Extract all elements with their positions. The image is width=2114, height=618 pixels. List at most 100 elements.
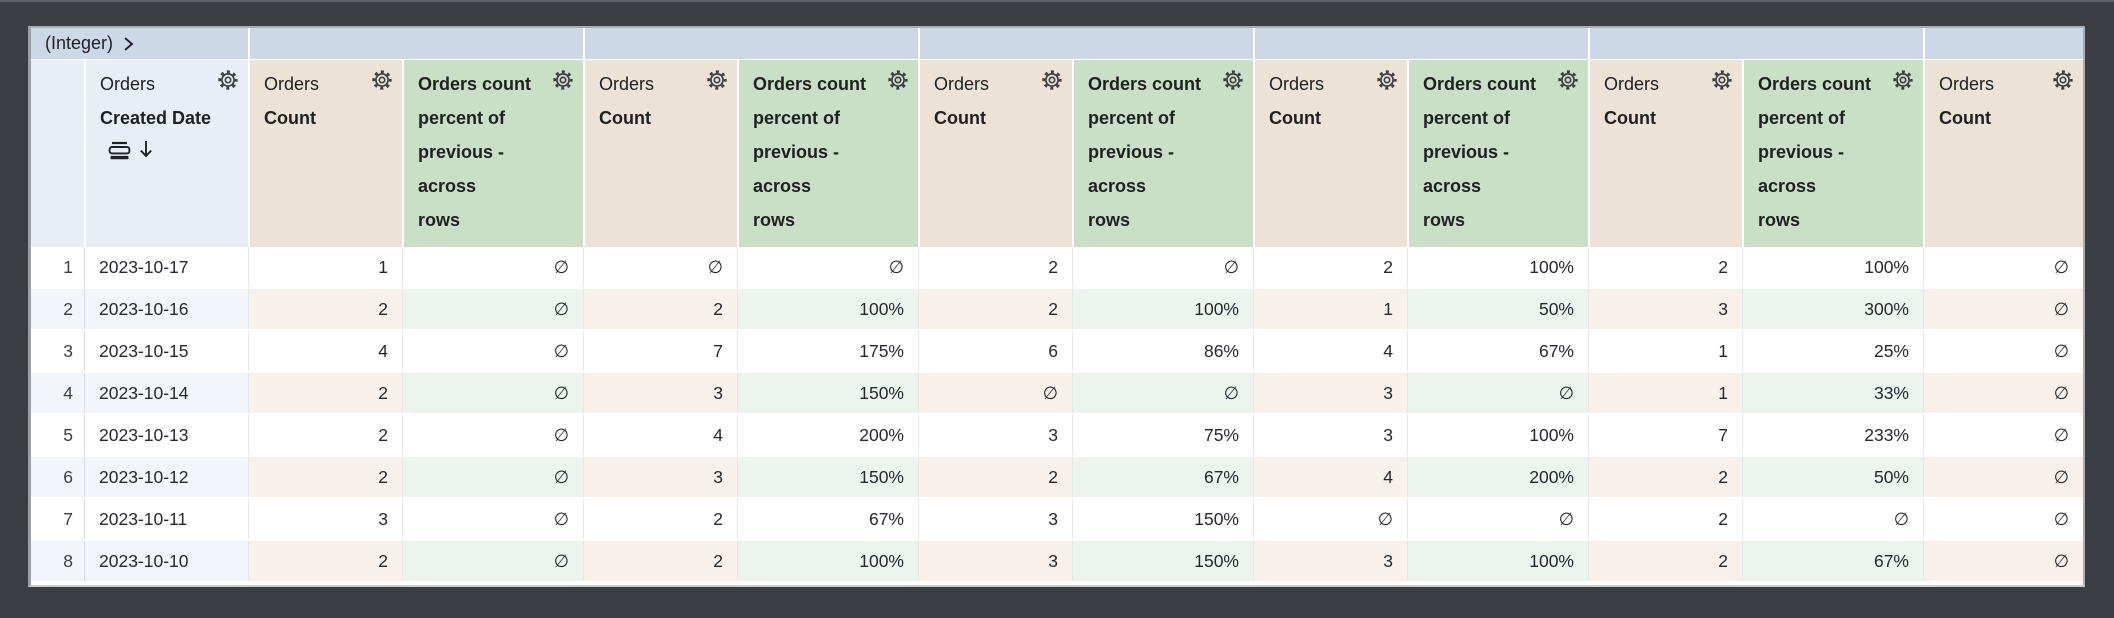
date-cell[interactable]: 2023-10-11 xyxy=(84,499,248,539)
value-cell[interactable]: 1 xyxy=(1588,331,1742,371)
gear-icon[interactable] xyxy=(1222,69,1244,91)
value-cell[interactable]: 3 xyxy=(918,541,1072,581)
value-cell[interactable]: 4 xyxy=(583,415,737,455)
value-cell[interactable]: 3 xyxy=(248,499,402,539)
value-cell[interactable]: ∅ xyxy=(1923,499,2083,539)
value-cell[interactable]: 2 xyxy=(1588,247,1742,287)
value-cell[interactable]: ∅ xyxy=(1923,247,2083,287)
value-cell[interactable]: 33% xyxy=(1742,373,1923,413)
value-cell[interactable]: ∅ xyxy=(1923,415,2083,455)
value-cell[interactable]: 2 xyxy=(248,289,402,329)
value-cell[interactable]: 2 xyxy=(1588,499,1742,539)
value-cell[interactable]: 3 xyxy=(1253,373,1407,413)
value-cell[interactable]: 50% xyxy=(1742,457,1923,497)
value-cell[interactable]: ∅ xyxy=(402,541,583,581)
value-cell[interactable]: 4 xyxy=(1253,331,1407,371)
date-cell[interactable]: 2023-10-10 xyxy=(84,541,248,581)
value-cell[interactable]: 1 xyxy=(248,247,402,287)
value-cell[interactable]: ∅ xyxy=(402,499,583,539)
value-cell[interactable]: 7 xyxy=(583,331,737,371)
value-cell[interactable]: ∅ xyxy=(1923,331,2083,371)
value-cell[interactable]: 150% xyxy=(737,457,918,497)
value-cell[interactable]: 150% xyxy=(737,373,918,413)
value-cell[interactable]: 150% xyxy=(1072,541,1253,581)
gear-icon[interactable] xyxy=(2052,69,2074,91)
column-header-percent-of-previous[interactable]: Orders count percent of previous - across ro… xyxy=(737,60,918,247)
value-cell[interactable]: 67% xyxy=(1407,331,1588,371)
chevron-right-icon[interactable] xyxy=(121,33,136,55)
gear-icon[interactable] xyxy=(887,69,909,91)
column-header-percent-of-previous[interactable]: Orders count percent of previous - across ro… xyxy=(1407,60,1588,247)
value-cell[interactable]: 1 xyxy=(1588,373,1742,413)
value-cell[interactable]: 100% xyxy=(737,541,918,581)
value-cell[interactable]: 4 xyxy=(248,331,402,371)
value-cell[interactable]: 2 xyxy=(583,499,737,539)
value-cell[interactable]: 3 xyxy=(1253,541,1407,581)
date-cell[interactable]: 2023-10-12 xyxy=(84,457,248,497)
value-cell[interactable]: ∅ xyxy=(402,331,583,371)
value-cell[interactable]: ∅ xyxy=(1923,289,2083,329)
date-cell[interactable]: 2023-10-17 xyxy=(84,247,248,287)
value-cell[interactable]: 7 xyxy=(1588,415,1742,455)
value-cell[interactable]: 67% xyxy=(1742,541,1923,581)
value-cell[interactable]: ∅ xyxy=(1072,373,1253,413)
date-cell[interactable]: 2023-10-14 xyxy=(84,373,248,413)
column-header-orders-count[interactable]: Orders Count xyxy=(1588,60,1742,247)
gear-icon[interactable] xyxy=(552,69,574,91)
value-cell[interactable]: 3 xyxy=(583,373,737,413)
value-cell[interactable]: 2 xyxy=(583,541,737,581)
value-cell[interactable]: 25% xyxy=(1742,331,1923,371)
value-cell[interactable]: 50% xyxy=(1407,289,1588,329)
value-cell[interactable]: ∅ xyxy=(1407,373,1588,413)
value-cell[interactable]: 100% xyxy=(737,289,918,329)
value-cell[interactable]: 200% xyxy=(737,415,918,455)
value-cell[interactable]: 86% xyxy=(1072,331,1253,371)
pivot-field-header[interactable]: (Integer) xyxy=(31,28,248,59)
value-cell[interactable]: 100% xyxy=(1407,247,1588,287)
value-cell[interactable]: 100% xyxy=(1742,247,1923,287)
value-cell[interactable]: 4 xyxy=(1253,457,1407,497)
value-cell[interactable]: 2 xyxy=(1253,247,1407,287)
value-cell[interactable]: 100% xyxy=(1407,415,1588,455)
value-cell[interactable]: 2 xyxy=(248,457,402,497)
value-cell[interactable]: 2 xyxy=(248,373,402,413)
value-cell[interactable]: ∅ xyxy=(1923,541,2083,581)
value-cell[interactable]: 3 xyxy=(1253,415,1407,455)
value-cell[interactable]: 100% xyxy=(1072,289,1253,329)
value-cell[interactable]: 300% xyxy=(1742,289,1923,329)
date-cell[interactable]: 2023-10-15 xyxy=(84,331,248,371)
value-cell[interactable]: ∅ xyxy=(918,373,1072,413)
value-cell[interactable]: ∅ xyxy=(402,289,583,329)
date-cell[interactable]: 2023-10-16 xyxy=(84,289,248,329)
value-cell[interactable]: 3 xyxy=(1588,289,1742,329)
value-cell[interactable]: 2 xyxy=(248,541,402,581)
value-cell[interactable]: 2 xyxy=(583,289,737,329)
date-cell[interactable]: 2023-10-13 xyxy=(84,415,248,455)
value-cell[interactable]: ∅ xyxy=(1742,499,1923,539)
gear-icon[interactable] xyxy=(371,69,393,91)
value-cell[interactable]: 3 xyxy=(918,415,1072,455)
column-header-orders-count[interactable]: Orders Count xyxy=(918,60,1072,247)
value-cell[interactable]: ∅ xyxy=(402,415,583,455)
gear-icon[interactable] xyxy=(1557,69,1579,91)
value-cell[interactable]: ∅ xyxy=(1923,373,2083,413)
value-cell[interactable]: 67% xyxy=(737,499,918,539)
value-cell[interactable]: ∅ xyxy=(1253,499,1407,539)
value-cell[interactable]: 2 xyxy=(1588,457,1742,497)
column-header-percent-of-previous[interactable]: Orders count percent of previous - across ro… xyxy=(1072,60,1253,247)
column-header-orders-count[interactable]: Orders Count xyxy=(1923,60,2083,247)
value-cell[interactable]: 67% xyxy=(1072,457,1253,497)
gear-icon[interactable] xyxy=(1041,69,1063,91)
gear-icon[interactable] xyxy=(217,69,239,91)
value-cell[interactable]: 2 xyxy=(1588,541,1742,581)
column-header-percent-of-previous[interactable]: Orders count percent of previous - across ro… xyxy=(1742,60,1923,247)
gear-icon[interactable] xyxy=(706,69,728,91)
value-cell[interactable]: 2 xyxy=(248,415,402,455)
gear-icon[interactable] xyxy=(1376,69,1398,91)
gear-icon[interactable] xyxy=(1892,69,1914,91)
value-cell[interactable]: ∅ xyxy=(402,247,583,287)
value-cell[interactable]: 1 xyxy=(1253,289,1407,329)
column-header-orders-count[interactable]: Orders Count xyxy=(583,60,737,247)
column-header-orders-created-date[interactable]: Orders Created Date xyxy=(84,60,248,247)
column-header-percent-of-previous[interactable]: Orders count percent of previous - across ro… xyxy=(402,60,583,247)
